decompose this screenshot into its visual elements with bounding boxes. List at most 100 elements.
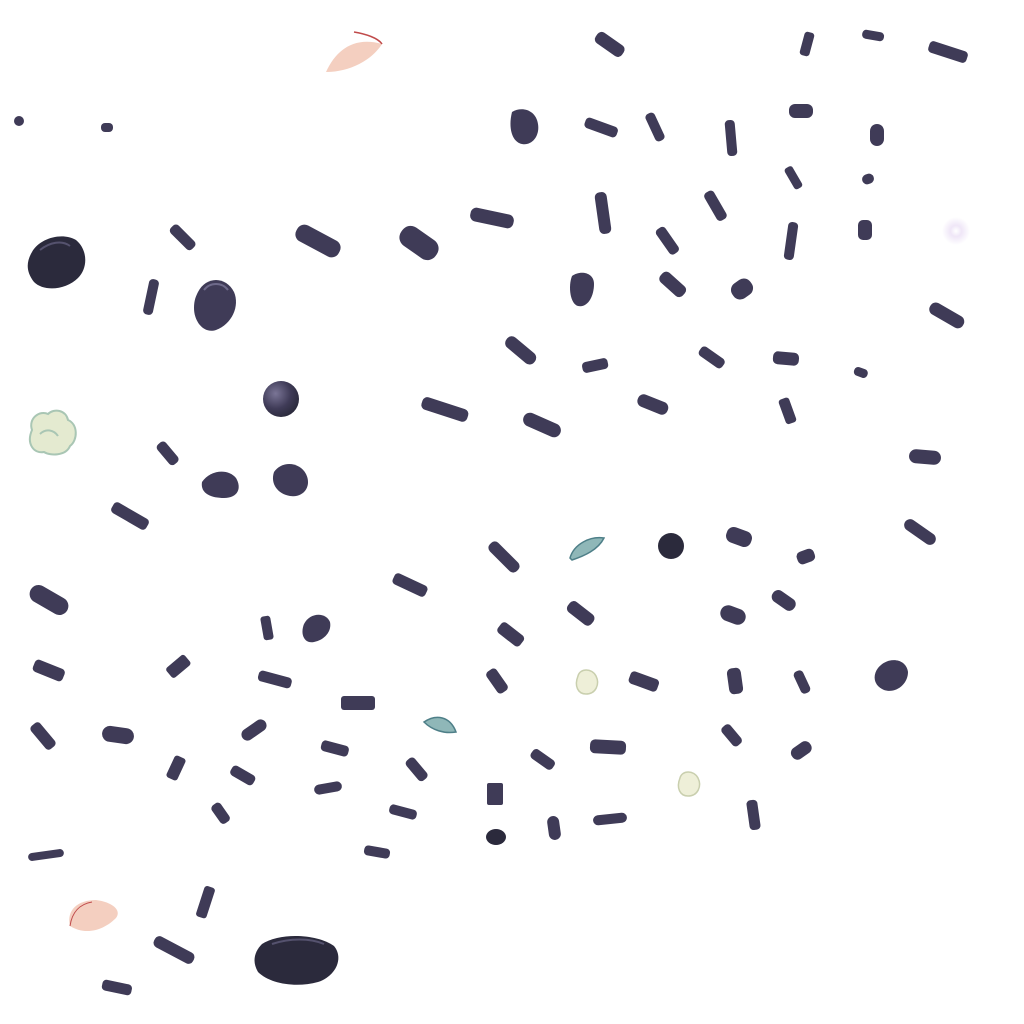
stone-chip bbox=[28, 849, 64, 861]
stone-chip bbox=[589, 739, 627, 755]
boulder bbox=[201, 471, 239, 498]
stone-chip bbox=[320, 740, 349, 757]
boulder bbox=[510, 109, 539, 145]
stone-chip bbox=[698, 346, 725, 369]
stone-chip bbox=[389, 804, 417, 820]
stone-chip bbox=[796, 548, 816, 565]
stone-chip bbox=[14, 116, 24, 126]
stone-chip bbox=[230, 765, 256, 786]
stone-chip bbox=[421, 397, 469, 422]
stone-chip bbox=[101, 979, 132, 996]
stone-chip bbox=[314, 781, 342, 795]
stone-chip bbox=[746, 799, 761, 831]
foliage-tuft bbox=[575, 669, 599, 695]
pebble-round bbox=[263, 381, 299, 417]
boulder bbox=[194, 280, 236, 331]
stone-chip bbox=[720, 605, 746, 625]
stone-chip bbox=[784, 166, 803, 190]
stone-chip bbox=[929, 302, 965, 329]
pebble-round bbox=[658, 533, 684, 559]
stone-chip bbox=[789, 104, 813, 118]
stone-chip bbox=[566, 601, 595, 626]
stone-chip bbox=[581, 358, 609, 373]
stone-chip bbox=[547, 816, 561, 840]
stone-chip bbox=[169, 224, 196, 251]
stone-chip bbox=[143, 279, 159, 315]
stone-chip bbox=[726, 667, 744, 695]
stone-chip bbox=[156, 441, 179, 466]
stone-chip bbox=[862, 29, 885, 42]
petal bbox=[69, 900, 118, 932]
boulder bbox=[570, 272, 594, 307]
petal bbox=[326, 31, 383, 72]
boulder bbox=[302, 614, 331, 643]
stone-chip bbox=[771, 589, 796, 611]
boulder bbox=[254, 935, 339, 985]
stone-chip bbox=[593, 812, 627, 826]
stone-chip bbox=[721, 724, 742, 747]
stone-chip bbox=[211, 802, 230, 824]
boulder bbox=[874, 660, 908, 691]
stone-chip bbox=[724, 119, 738, 157]
stone-chip bbox=[928, 41, 968, 63]
stone-chip bbox=[153, 936, 195, 964]
stone-chip bbox=[166, 755, 186, 781]
stone-chip bbox=[730, 278, 754, 300]
stone-chip bbox=[772, 351, 800, 366]
stone-chip bbox=[196, 886, 215, 919]
stone-chip bbox=[783, 222, 799, 260]
stone-chip bbox=[487, 783, 503, 805]
stone-chip bbox=[497, 622, 525, 647]
stone-chip bbox=[101, 123, 113, 132]
stone-chip bbox=[645, 112, 665, 142]
stone-chip bbox=[363, 845, 391, 859]
leaf bbox=[569, 536, 606, 561]
stone-chip bbox=[853, 366, 868, 378]
stone-chip bbox=[594, 192, 612, 234]
stone-chip bbox=[392, 573, 428, 597]
stone-chip bbox=[584, 117, 618, 138]
stone-chip bbox=[793, 670, 811, 694]
stone-chip bbox=[486, 668, 508, 694]
stone-chip bbox=[778, 397, 797, 425]
stone-chip bbox=[505, 336, 537, 365]
stone-chip bbox=[655, 226, 679, 255]
foliage-tuft bbox=[28, 409, 77, 456]
stone-chip bbox=[904, 519, 936, 545]
stone-chip bbox=[726, 527, 752, 547]
stone-chip bbox=[870, 124, 884, 146]
stone-chip bbox=[102, 725, 134, 745]
boulder bbox=[272, 463, 309, 497]
stone-chip bbox=[257, 670, 292, 689]
stone-chip bbox=[260, 615, 274, 641]
stone-chip bbox=[704, 190, 727, 221]
stone-chip bbox=[399, 225, 439, 261]
foliage-tuft bbox=[677, 771, 701, 797]
stone-chip bbox=[523, 412, 561, 438]
stone-chip bbox=[858, 220, 872, 240]
stone-chip bbox=[32, 659, 65, 682]
stone-chip bbox=[659, 271, 687, 298]
stone-chip bbox=[530, 749, 555, 770]
stone-chip bbox=[799, 31, 815, 57]
stone-chip bbox=[30, 722, 56, 750]
pebble-round bbox=[486, 829, 506, 845]
stone-chip bbox=[909, 449, 941, 465]
boulder bbox=[27, 236, 86, 289]
stone-chip bbox=[628, 671, 660, 692]
stone-chip bbox=[488, 541, 520, 573]
stone-chip bbox=[241, 719, 267, 741]
stone-chip bbox=[405, 757, 428, 782]
stone-chip bbox=[862, 173, 874, 185]
stone-chip bbox=[470, 207, 514, 229]
leaf bbox=[422, 716, 458, 734]
stone-chip bbox=[166, 654, 191, 678]
stone-chip bbox=[637, 394, 669, 415]
stone-chip bbox=[29, 585, 69, 615]
stone-chip bbox=[295, 224, 341, 258]
stone-chip bbox=[111, 502, 149, 530]
stone-chip bbox=[790, 741, 812, 760]
stone-chip bbox=[341, 696, 375, 710]
